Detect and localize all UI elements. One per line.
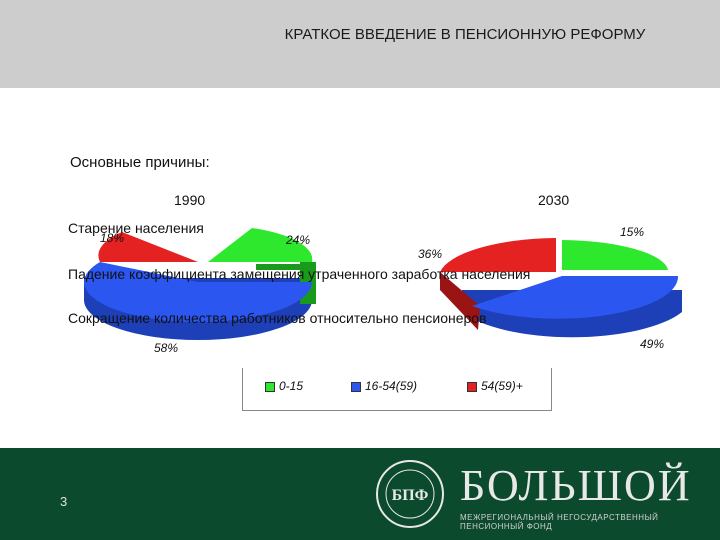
pie-1990-slice-blue-left [84,262,198,282]
chart-title-1990: 1990 [174,192,206,208]
label-2030-green: 15% [620,225,644,239]
pie-1990-slice-red [98,232,198,262]
reason-1: Старение населения [68,220,204,236]
reason-3: Сокращение количества работников относит… [68,310,487,326]
label-1990-red: 18% [100,231,124,245]
pie-2030-slice-red [440,238,556,272]
legend-swatch-red [467,381,477,392]
pie-2030-side-red [440,272,480,330]
legend-label-54plus: 54(59)+ [481,379,523,393]
chart-legend: 0-15 16-54(59) 54(59)+ [242,368,552,411]
legend-swatch-green [265,381,275,392]
legend-swatch-blue [351,381,361,392]
pie-1990 [84,228,316,340]
pie-1990-slice-green [208,228,313,262]
pie-2030-slice-blue [472,276,679,319]
pie-1990-slice-blue [84,282,312,322]
logo-text: БПФ [392,487,429,504]
chart-title-2030: 2030 [538,192,570,208]
fund-logo-icon: БПФ [376,460,444,528]
brand-name: БОЛЬШОЙ [460,461,692,510]
legend-item-54plus: 54(59)+ [467,379,523,393]
subtitle: Основные причины: [70,154,210,171]
legend-item-0-15: 0-15 [265,379,303,393]
label-1990-green: 24% [285,233,310,247]
page-number: 3 [60,494,68,509]
slide-title: КРАТКОЕ ВВЕДЕНИЕ В ПЕНСИОННУЮ РЕФОРМУ [284,26,646,43]
pie-2030-slice-green [562,240,668,270]
reason-2: Падение коэффициента замещения утраченно… [68,266,531,282]
legend-item-16-54: 16-54(59) [351,379,417,393]
label-2030-red: 36% [418,247,442,261]
brand-tagline: МЕЖРЕГИОНАЛЬНЫЙ НЕГОСУДАРСТВЕННЫЙ ПЕНСИО… [460,513,659,531]
header-band [0,0,720,88]
label-2030-blue: 49% [640,337,664,351]
label-1990-blue: 58% [154,341,178,355]
pie-1990-slice-green-side [256,264,314,270]
footer-band [0,448,720,540]
legend-label-0-15: 0-15 [279,379,304,393]
pie-2030 [440,238,682,338]
legend-label-16-54: 16-54(59) [365,379,418,393]
